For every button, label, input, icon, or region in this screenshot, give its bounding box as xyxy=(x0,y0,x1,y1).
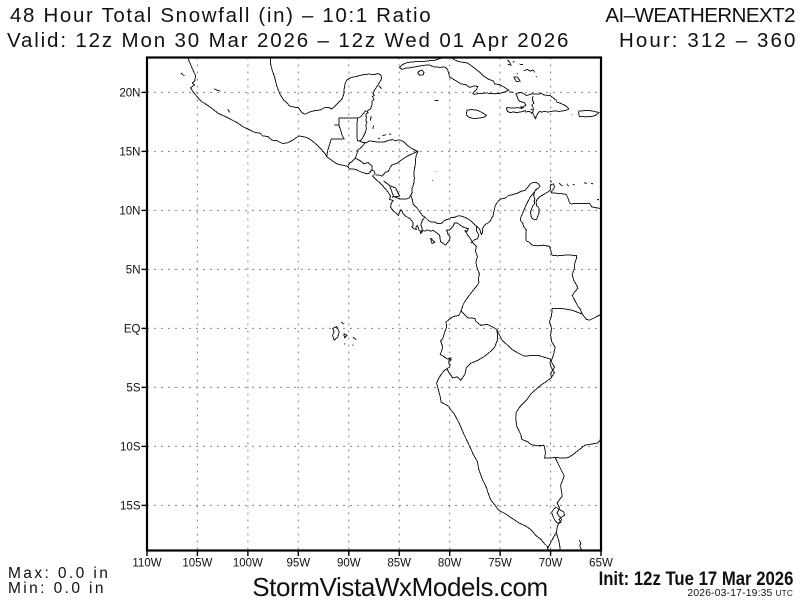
svg-text:90W: 90W xyxy=(337,558,361,570)
svg-text:10N: 10N xyxy=(119,206,140,218)
svg-text:95W: 95W xyxy=(286,558,310,570)
svg-text:15N: 15N xyxy=(119,147,140,159)
svg-text:105W: 105W xyxy=(182,558,212,570)
svg-text:5N: 5N xyxy=(126,265,141,277)
svg-text:5S: 5S xyxy=(126,383,140,395)
svg-text:15S: 15S xyxy=(120,501,141,513)
svg-text:100W: 100W xyxy=(233,558,263,570)
svg-text:10S: 10S xyxy=(120,442,141,454)
svg-text:85W: 85W xyxy=(387,558,411,570)
svg-text:65W: 65W xyxy=(589,558,613,570)
svg-text:70W: 70W xyxy=(539,558,563,570)
svg-text:110W: 110W xyxy=(132,558,161,570)
svg-text:80W: 80W xyxy=(438,558,462,570)
svg-text:75W: 75W xyxy=(488,558,512,570)
svg-text:EQ: EQ xyxy=(124,324,141,336)
svg-text:20N: 20N xyxy=(119,88,140,100)
